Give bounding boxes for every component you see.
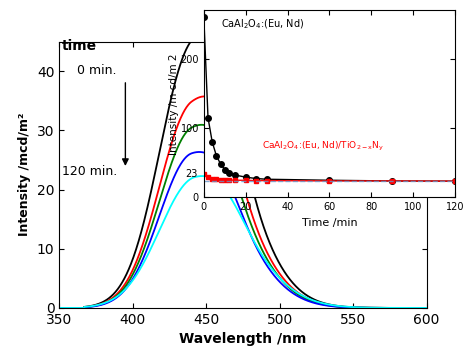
Y-axis label: Intensity /mcd/m²: Intensity /mcd/m²	[18, 113, 31, 236]
X-axis label: Wavelength /nm: Wavelength /nm	[179, 333, 307, 346]
Text: 23: 23	[185, 169, 198, 179]
X-axis label: Time /min: Time /min	[301, 218, 357, 228]
Text: time: time	[62, 39, 97, 53]
Text: $\mathregular{CaAl_2O_4}$:(Eu, Nd): $\mathregular{CaAl_2O_4}$:(Eu, Nd)	[220, 18, 304, 31]
Text: 0 min.: 0 min.	[77, 64, 117, 77]
Y-axis label: Intensity /m cd/m 2: Intensity /m cd/m 2	[169, 53, 179, 155]
Text: 120 min.: 120 min.	[62, 165, 118, 178]
Text: $\mathregular{CaAl_2O_4}$:(Eu, Nd)/$\mathregular{TiO_{2-x}}$$\mathregular{N_y}$: $\mathregular{CaAl_2O_4}$:(Eu, Nd)/$\mat…	[263, 140, 384, 153]
